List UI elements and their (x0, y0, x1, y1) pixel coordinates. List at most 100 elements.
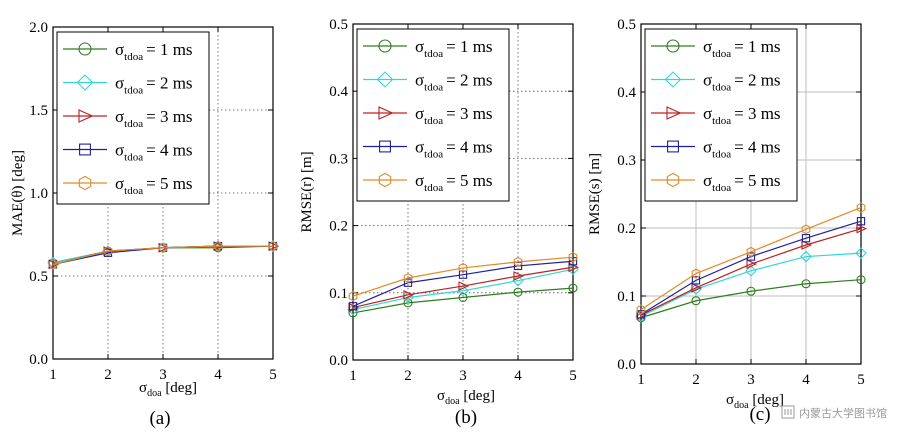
legend-symbol: σ (703, 71, 712, 90)
y-tick-label: 1.5 (29, 103, 48, 119)
data-point (403, 298, 413, 308)
legend-value: = 3 ms (146, 107, 192, 126)
series-5 (636, 202, 866, 315)
data-point (458, 292, 468, 303)
data-point (801, 234, 811, 243)
legend-label: σtdoa = 4 ms (703, 138, 781, 161)
legend-subscript: tdoa (424, 149, 443, 161)
x-axis-label-subscript: doa (445, 396, 460, 407)
legend-subscript: tdoa (124, 152, 143, 164)
data-point (268, 241, 278, 252)
legend-item-5: σtdoa = 5 ms (363, 171, 493, 194)
legend-symbol: σ (703, 37, 712, 56)
series-line (52, 245, 273, 265)
legend-marker (664, 71, 682, 88)
legend-item-1: σtdoa = 1 ms (63, 40, 193, 63)
x-axis-label-symbol: σ (139, 380, 147, 396)
legend-value: = 2 ms (146, 74, 192, 93)
y-tick-label: 0.4 (329, 84, 348, 100)
x-axis-label-subscript: doa (147, 388, 162, 399)
legend-subscript: tdoa (712, 182, 731, 194)
data-point (158, 242, 168, 253)
series-line (352, 287, 574, 314)
legend-item-3: σtdoa = 3 ms (651, 104, 781, 127)
data-point (568, 252, 578, 263)
legend-box (56, 31, 210, 205)
legend-label: σtdoa = 5 ms (703, 171, 781, 194)
legend-item-2: σtdoa = 2 ms (363, 71, 493, 94)
y-axis-label: RMSE(s) [m] (587, 153, 603, 235)
legend-value: = 2 ms (734, 71, 780, 90)
legend-symbol: σ (703, 171, 712, 190)
legend-marker (78, 42, 92, 56)
x-tick-label: 1 (637, 372, 645, 388)
data-point (746, 246, 756, 257)
data-point (48, 259, 58, 270)
data-point (800, 250, 812, 263)
legend-symbol: σ (415, 104, 424, 123)
legend-subscript: tdoa (712, 48, 731, 60)
series-line (352, 266, 574, 309)
legend-item-5: σtdoa = 5 ms (63, 174, 193, 197)
legend-marker (666, 106, 682, 120)
series-1 (636, 275, 866, 323)
y-tick-label: 0.2 (617, 221, 636, 237)
legend-label: σtdoa = 1 ms (703, 37, 781, 60)
legend-marker (666, 39, 680, 53)
legend-item-2: σtdoa = 2 ms (651, 71, 781, 94)
legend-label: σtdoa = 3 ms (115, 107, 193, 130)
y-tick-label: 1.0 (29, 186, 48, 202)
watermark-text: 内蒙古大学图书馆 (799, 406, 887, 420)
data-point (213, 241, 223, 252)
y-tick-label: 0.0 (617, 357, 636, 373)
series-line (640, 252, 862, 317)
legend-symbol: σ (703, 138, 712, 157)
legend-value: = 4 ms (734, 138, 780, 157)
data-point (746, 286, 756, 296)
data-point (746, 259, 758, 269)
legend-item-1: σtdoa = 1 ms (363, 37, 493, 60)
x-tick-label: 3 (747, 372, 755, 388)
panel-sublabel: (c) (749, 404, 770, 425)
x-tick-label: 4 (514, 368, 522, 384)
legend-symbol: σ (415, 37, 424, 56)
legend-symbol: σ (115, 141, 124, 160)
data-point (458, 262, 468, 273)
legend-subscript: tdoa (424, 82, 443, 94)
legend-item-5: σtdoa = 5 ms (651, 171, 781, 194)
x-tick-label: 3 (159, 367, 167, 383)
data-point (513, 271, 525, 281)
data-point (513, 256, 523, 267)
series-line (352, 260, 574, 307)
legend-item-4: σtdoa = 4 ms (63, 141, 193, 164)
series-line (640, 279, 862, 319)
panel-sublabel: (b) (455, 407, 477, 428)
legend-value: = 5 ms (446, 171, 492, 190)
y-tick-label: 2.0 (29, 20, 48, 36)
data-point (691, 296, 701, 306)
legend-item-1: σtdoa = 1 ms (651, 37, 781, 60)
legend-value: = 4 ms (146, 141, 192, 160)
legend-subscript: tdoa (124, 185, 143, 197)
data-point (691, 276, 701, 285)
series-line (640, 207, 862, 311)
series-1 (348, 283, 578, 318)
x-tick-label: 3 (459, 368, 467, 384)
series-5 (348, 252, 578, 302)
legend-box (356, 28, 510, 202)
data-point (103, 246, 113, 257)
legend-label: σtdoa = 5 ms (115, 174, 193, 197)
y-tick-label: 0.1 (329, 286, 348, 302)
legend-label: σtdoa = 4 ms (415, 138, 493, 161)
legend-symbol: σ (115, 40, 124, 59)
legend-value: = 2 ms (446, 71, 492, 90)
legend-symbol: σ (115, 74, 124, 93)
data-point (458, 281, 470, 291)
data-point (636, 304, 646, 315)
y-axis-label: MAE(θ) [deg] (10, 150, 26, 236)
data-point (403, 272, 413, 284)
legend-marker (76, 74, 94, 91)
